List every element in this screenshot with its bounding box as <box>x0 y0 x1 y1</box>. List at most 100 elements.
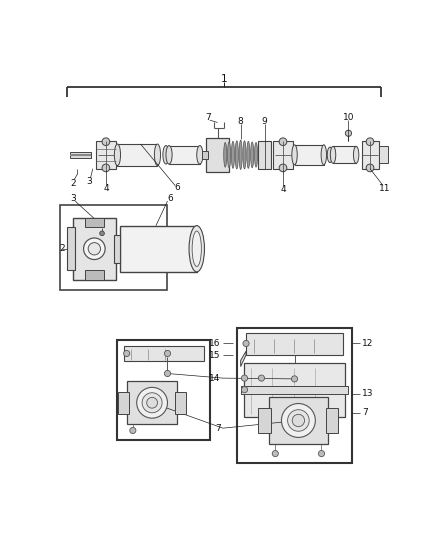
Bar <box>326 408 339 433</box>
Ellipse shape <box>189 225 205 272</box>
Circle shape <box>88 243 100 255</box>
Ellipse shape <box>166 146 172 164</box>
Circle shape <box>164 350 170 357</box>
Circle shape <box>282 403 315 438</box>
Ellipse shape <box>228 142 231 168</box>
Ellipse shape <box>330 147 336 163</box>
Ellipse shape <box>235 141 238 169</box>
Bar <box>258 408 271 433</box>
Bar <box>67 227 75 270</box>
Bar <box>362 141 379 168</box>
Ellipse shape <box>254 142 258 167</box>
Circle shape <box>288 410 309 431</box>
Circle shape <box>272 450 279 457</box>
Text: 8: 8 <box>238 117 244 126</box>
Circle shape <box>241 386 247 393</box>
Text: 10: 10 <box>343 114 354 123</box>
Circle shape <box>137 387 167 418</box>
Ellipse shape <box>251 142 254 168</box>
Text: 2: 2 <box>70 179 76 188</box>
Ellipse shape <box>224 142 227 167</box>
Bar <box>206 138 229 172</box>
Bar <box>246 334 343 355</box>
Circle shape <box>102 164 110 172</box>
Circle shape <box>124 350 130 357</box>
Circle shape <box>258 375 265 381</box>
Circle shape <box>292 414 304 426</box>
Circle shape <box>243 341 249 346</box>
Ellipse shape <box>197 146 203 164</box>
Text: 6: 6 <box>175 183 180 192</box>
Bar <box>175 392 186 414</box>
Ellipse shape <box>231 141 234 168</box>
Bar <box>333 147 356 163</box>
Ellipse shape <box>155 144 161 166</box>
Circle shape <box>100 231 104 236</box>
Circle shape <box>147 398 158 408</box>
Bar <box>96 141 116 168</box>
Bar <box>118 392 129 414</box>
Circle shape <box>279 138 287 146</box>
Bar <box>127 381 177 424</box>
Text: 12: 12 <box>362 339 374 348</box>
Circle shape <box>346 130 352 136</box>
Ellipse shape <box>239 140 242 169</box>
Ellipse shape <box>192 231 201 266</box>
Text: 3: 3 <box>86 177 92 186</box>
Circle shape <box>366 138 374 146</box>
Text: 16: 16 <box>209 339 221 348</box>
Text: 4: 4 <box>103 184 109 193</box>
Bar <box>85 270 103 280</box>
Circle shape <box>142 393 162 413</box>
Text: 3: 3 <box>70 194 76 203</box>
Bar <box>124 346 204 361</box>
Bar <box>70 152 91 158</box>
Ellipse shape <box>292 145 297 165</box>
Bar <box>169 146 200 164</box>
Bar <box>273 141 293 168</box>
Circle shape <box>84 238 105 260</box>
Bar <box>202 151 208 159</box>
Text: 13: 13 <box>362 389 374 398</box>
Bar <box>60 205 167 289</box>
Bar <box>379 147 389 163</box>
Text: 14: 14 <box>209 374 221 383</box>
Text: 9: 9 <box>261 117 267 126</box>
Bar <box>269 398 328 443</box>
Ellipse shape <box>114 144 120 166</box>
Bar <box>85 218 103 227</box>
Circle shape <box>291 376 298 382</box>
Ellipse shape <box>163 146 169 164</box>
Circle shape <box>318 450 325 457</box>
Circle shape <box>279 164 287 172</box>
Text: 7: 7 <box>362 408 368 417</box>
Text: 7: 7 <box>215 424 221 433</box>
Text: 7: 7 <box>205 114 211 123</box>
Text: 15: 15 <box>209 351 221 360</box>
Bar <box>117 144 158 166</box>
Ellipse shape <box>247 141 250 168</box>
Ellipse shape <box>327 147 332 163</box>
Bar <box>237 328 352 463</box>
Bar <box>258 141 272 168</box>
Circle shape <box>241 375 247 381</box>
Bar <box>73 218 116 280</box>
Text: 11: 11 <box>379 184 390 193</box>
Bar <box>244 363 345 417</box>
Bar <box>294 145 324 165</box>
Ellipse shape <box>321 145 326 165</box>
Ellipse shape <box>353 147 359 163</box>
Bar <box>113 235 120 263</box>
Circle shape <box>164 370 170 377</box>
Bar <box>240 386 349 393</box>
Text: 2: 2 <box>60 244 65 253</box>
Circle shape <box>130 427 136 433</box>
Circle shape <box>366 164 374 172</box>
Polygon shape <box>240 351 246 367</box>
Text: 4: 4 <box>280 185 286 194</box>
Bar <box>117 340 210 440</box>
Circle shape <box>102 138 110 146</box>
Text: 6: 6 <box>167 194 173 203</box>
Bar <box>120 225 197 272</box>
Text: 1: 1 <box>221 74 228 84</box>
